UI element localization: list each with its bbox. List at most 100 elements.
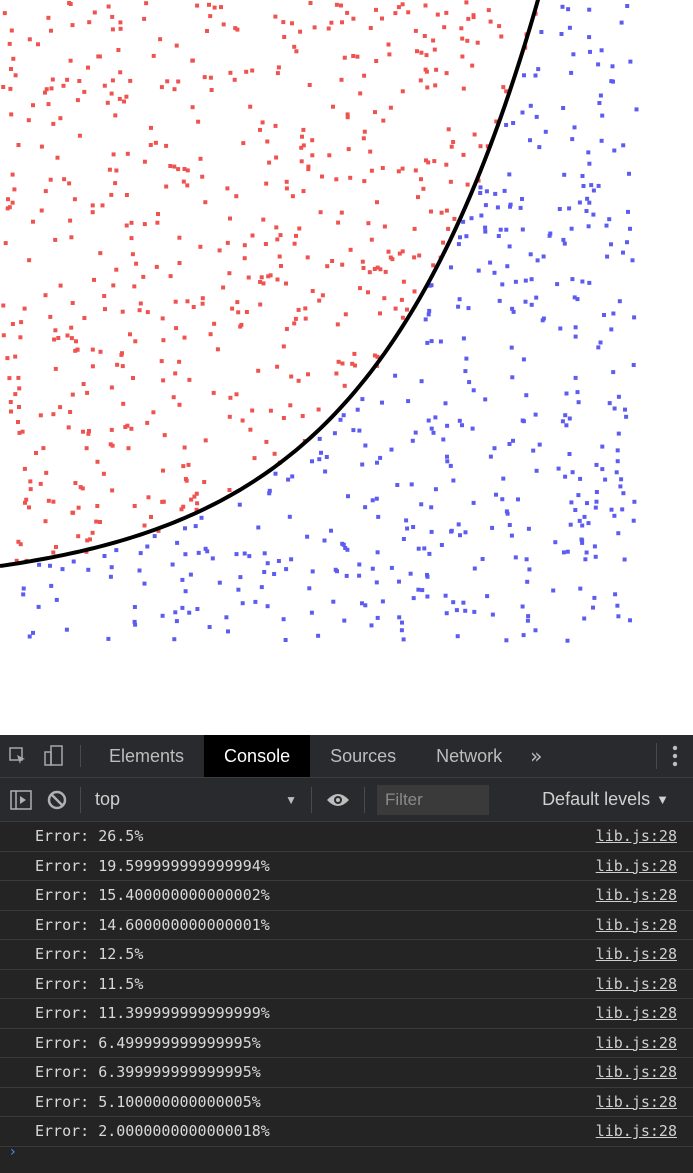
- source-link[interactable]: lib.js:28: [595, 1063, 677, 1082]
- scatter-point: [145, 310, 150, 315]
- source-link[interactable]: lib.js:28: [595, 1004, 677, 1023]
- clear-console-icon[interactable]: [42, 789, 72, 811]
- scatter-point: [43, 519, 48, 524]
- scatter-point: [422, 546, 427, 551]
- scatter-point: [305, 255, 310, 260]
- scatter-point: [235, 300, 240, 305]
- scatter-point: [86, 431, 91, 436]
- scatter-point: [575, 390, 580, 395]
- scatter-point: [611, 370, 616, 375]
- scatter-point: [569, 500, 574, 505]
- scatter-point: [200, 174, 205, 179]
- scatter-point: [69, 336, 74, 341]
- show-sidebar-icon[interactable]: [6, 789, 36, 810]
- scatter-point: [378, 455, 383, 460]
- scatter-point: [168, 274, 173, 279]
- log-levels-label: Default levels: [542, 789, 651, 809]
- scatter-point: [132, 619, 137, 624]
- context-selector[interactable]: top ▼: [89, 789, 303, 810]
- scatter-point: [203, 546, 208, 551]
- scatter-point: [507, 244, 512, 249]
- scatter-point: [27, 37, 32, 42]
- tab-network[interactable]: Network: [436, 745, 503, 766]
- kebab-menu-icon[interactable]: [656, 743, 693, 769]
- source-link[interactable]: lib.js:28: [595, 1122, 677, 1141]
- scatter-point: [38, 413, 43, 418]
- source-link[interactable]: lib.js:28: [595, 945, 677, 964]
- source-link[interactable]: lib.js:28: [595, 974, 677, 993]
- scatter-point: [290, 474, 295, 479]
- scatter-point: [622, 557, 627, 562]
- scatter-point: [331, 104, 335, 109]
- scatter-point: [196, 119, 201, 124]
- device-toolbar-icon[interactable]: [36, 735, 72, 777]
- scatter-point: [342, 55, 347, 60]
- scatter-point: [466, 16, 471, 21]
- scatter-point: [348, 175, 353, 180]
- scatter-point: [195, 501, 200, 506]
- scatter-point: [177, 359, 182, 364]
- scatter-point: [53, 237, 58, 242]
- scatter-point: [64, 627, 69, 632]
- scatter-point: [54, 597, 59, 602]
- scatter-point: [470, 63, 475, 68]
- scatter-point: [275, 237, 280, 242]
- scatter-point: [109, 91, 114, 96]
- scatter-point: [188, 572, 193, 577]
- scatter-point: [131, 376, 135, 380]
- filter-input[interactable]: [377, 784, 489, 815]
- log-levels-dropdown[interactable]: Default levels ▼: [489, 789, 693, 810]
- tab-console[interactable]: Console: [204, 735, 311, 777]
- more-tabs-button[interactable]: »: [530, 744, 543, 768]
- scatter-point: [111, 152, 116, 157]
- scatter-point: [570, 277, 575, 282]
- scatter-point: [431, 263, 436, 268]
- scatter-point: [228, 395, 233, 400]
- source-link[interactable]: lib.js:28: [595, 1033, 677, 1052]
- scatter-point: [180, 577, 185, 582]
- scatter-point: [156, 528, 161, 533]
- scatter-point: [534, 295, 539, 300]
- scatter-point: [351, 54, 356, 58]
- live-expression-icon[interactable]: [320, 792, 356, 808]
- source-link[interactable]: lib.js:28: [595, 886, 677, 905]
- source-link[interactable]: lib.js:28: [595, 1092, 677, 1111]
- scatter-point: [17, 430, 22, 435]
- scatter-point: [536, 67, 541, 72]
- scatter-point: [560, 419, 565, 424]
- scatter-point: [98, 349, 103, 354]
- scatter-point: [345, 115, 350, 120]
- scatter-point: [616, 531, 621, 536]
- scatter-point: [374, 59, 379, 63]
- scatter-point: [109, 192, 114, 197]
- scatter-point: [587, 35, 592, 40]
- console-message: Error: 11.5% lib.js:28: [0, 970, 693, 999]
- scatter-point: [87, 429, 91, 433]
- console-prompt[interactable]: ›: [10, 1143, 16, 1160]
- scatter-point: [262, 570, 267, 574]
- source-link[interactable]: lib.js:28: [595, 856, 677, 875]
- scatter-point: [185, 299, 190, 304]
- scatter-point: [7, 376, 12, 381]
- source-link[interactable]: lib.js:28: [595, 827, 677, 846]
- scatter-point: [90, 203, 95, 208]
- scatter-point: [53, 328, 58, 333]
- scatter-point: [395, 483, 400, 487]
- scatter-point: [185, 183, 190, 188]
- scatter-point: [513, 279, 518, 284]
- tab-sources[interactable]: Sources: [330, 745, 397, 766]
- scatter-point: [611, 311, 616, 316]
- scatter-point: [210, 556, 215, 561]
- scatter-point: [533, 412, 538, 417]
- scatter-point: [90, 530, 95, 535]
- tab-elements[interactable]: Elements: [109, 745, 185, 766]
- scatter-point: [455, 634, 460, 639]
- scatter-point: [577, 200, 582, 205]
- scatter-point: [329, 20, 334, 25]
- scatter-point: [551, 588, 556, 593]
- source-link[interactable]: lib.js:28: [595, 915, 677, 934]
- inspect-element-icon[interactable]: [0, 735, 36, 777]
- scatter-point: [479, 213, 484, 218]
- scatter-point: [142, 523, 147, 528]
- scatter-point: [43, 189, 48, 194]
